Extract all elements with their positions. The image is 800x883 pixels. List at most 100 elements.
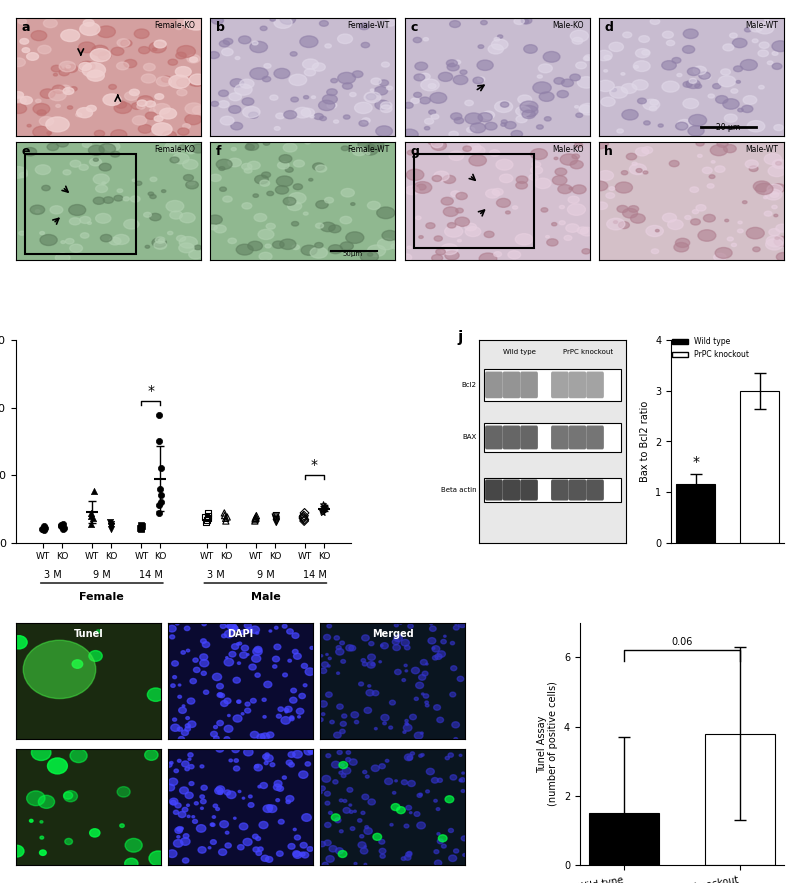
Circle shape xyxy=(282,673,287,677)
Circle shape xyxy=(105,141,120,151)
Circle shape xyxy=(260,180,270,186)
Circle shape xyxy=(430,623,432,625)
Circle shape xyxy=(253,847,259,852)
Circle shape xyxy=(441,639,446,644)
Circle shape xyxy=(524,45,538,53)
Circle shape xyxy=(478,77,485,81)
Circle shape xyxy=(693,66,706,75)
Circle shape xyxy=(606,218,625,230)
Point xyxy=(250,509,262,524)
Circle shape xyxy=(82,141,92,147)
Circle shape xyxy=(250,626,259,633)
Circle shape xyxy=(90,158,102,166)
Circle shape xyxy=(765,19,769,21)
Circle shape xyxy=(218,693,222,697)
Circle shape xyxy=(338,72,355,84)
Circle shape xyxy=(723,44,734,51)
FancyBboxPatch shape xyxy=(520,372,538,398)
Circle shape xyxy=(315,223,323,229)
Circle shape xyxy=(414,182,432,193)
Circle shape xyxy=(354,863,357,864)
Circle shape xyxy=(178,736,185,742)
Circle shape xyxy=(436,808,440,811)
Circle shape xyxy=(635,147,649,156)
Circle shape xyxy=(727,127,731,130)
Circle shape xyxy=(481,20,487,25)
Circle shape xyxy=(426,768,434,774)
Circle shape xyxy=(237,700,241,704)
Circle shape xyxy=(327,102,337,109)
Circle shape xyxy=(302,814,311,821)
Circle shape xyxy=(466,227,481,237)
Point xyxy=(202,506,214,520)
Text: a: a xyxy=(22,21,30,34)
Circle shape xyxy=(256,631,258,634)
Circle shape xyxy=(192,816,194,818)
Circle shape xyxy=(502,120,507,124)
Circle shape xyxy=(639,35,650,42)
Circle shape xyxy=(305,668,314,675)
Circle shape xyxy=(90,829,100,837)
Circle shape xyxy=(516,106,530,116)
Circle shape xyxy=(738,221,742,224)
Circle shape xyxy=(94,174,110,185)
Circle shape xyxy=(459,779,462,781)
Circle shape xyxy=(200,765,204,768)
Point xyxy=(317,498,330,512)
Circle shape xyxy=(201,785,207,790)
Circle shape xyxy=(59,85,71,93)
Circle shape xyxy=(146,112,157,119)
Circle shape xyxy=(402,679,406,682)
Circle shape xyxy=(152,123,172,136)
Circle shape xyxy=(182,124,190,129)
Circle shape xyxy=(454,60,461,64)
Circle shape xyxy=(181,827,183,829)
Circle shape xyxy=(201,671,206,675)
Circle shape xyxy=(758,86,764,89)
Circle shape xyxy=(430,93,446,103)
Circle shape xyxy=(776,253,790,261)
Circle shape xyxy=(426,704,429,707)
Circle shape xyxy=(702,74,710,79)
Circle shape xyxy=(310,646,314,649)
Circle shape xyxy=(379,849,386,854)
Circle shape xyxy=(89,146,104,155)
Circle shape xyxy=(438,778,442,782)
Circle shape xyxy=(462,854,466,857)
Circle shape xyxy=(273,665,277,668)
Point xyxy=(298,514,310,528)
Circle shape xyxy=(770,192,779,198)
Circle shape xyxy=(285,711,288,713)
Circle shape xyxy=(362,635,370,641)
Circle shape xyxy=(414,74,425,81)
Circle shape xyxy=(228,158,242,167)
Circle shape xyxy=(426,663,428,665)
Circle shape xyxy=(280,14,295,24)
Circle shape xyxy=(77,108,93,117)
Circle shape xyxy=(406,170,424,180)
Circle shape xyxy=(30,819,33,822)
Circle shape xyxy=(382,62,390,67)
Circle shape xyxy=(329,846,337,852)
Circle shape xyxy=(234,758,238,762)
Circle shape xyxy=(366,775,369,778)
Circle shape xyxy=(298,771,308,778)
Circle shape xyxy=(408,624,414,629)
Circle shape xyxy=(120,824,124,827)
Circle shape xyxy=(756,23,774,34)
Circle shape xyxy=(308,749,314,753)
Circle shape xyxy=(76,113,82,117)
Circle shape xyxy=(39,117,54,125)
Circle shape xyxy=(522,110,535,118)
Point xyxy=(104,522,117,536)
Circle shape xyxy=(114,234,129,245)
Circle shape xyxy=(277,714,282,718)
Circle shape xyxy=(223,38,233,44)
Circle shape xyxy=(401,639,410,646)
Circle shape xyxy=(650,100,658,105)
Circle shape xyxy=(622,109,638,120)
Circle shape xyxy=(189,781,194,786)
Circle shape xyxy=(260,782,267,789)
Circle shape xyxy=(530,148,547,160)
Circle shape xyxy=(740,59,758,71)
